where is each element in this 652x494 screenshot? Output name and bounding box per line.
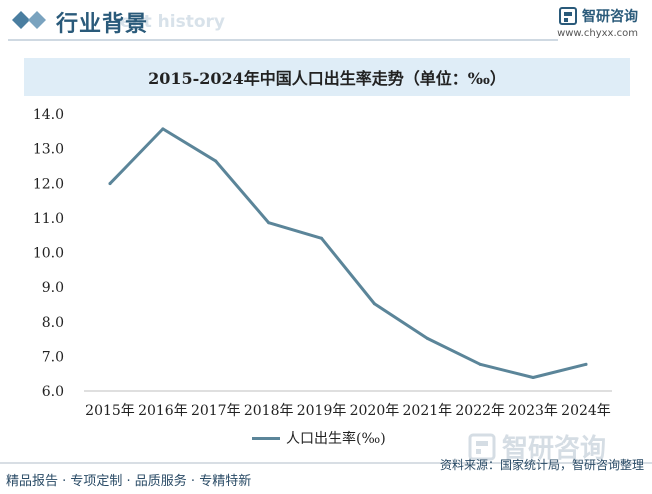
page-footer: 精品报告 · 专项定制 · 品质服务 · 专精特新 资料来源：国家统计局，智研咨… [0,458,652,494]
data-point [478,362,482,366]
chart-legend: 人口出生率(‰) [252,428,386,448]
brand-name: 智研咨询 [582,9,638,25]
header-divider [8,39,558,41]
data-point [531,375,535,379]
x-tick-label: 2021年 [403,403,453,419]
x-tick-label: 2015年 [85,403,135,419]
y-tick-label: 8.0 [42,315,64,331]
data-point [161,127,165,131]
chart-title-bar: 2015-2024年中国人口出生率走势（单位：‰） [24,58,630,96]
data-point [267,221,271,225]
data-point [425,336,429,340]
brand-url: www.chyxx.com [557,28,638,39]
y-tick-label: 9.0 [42,280,64,296]
y-tick-label: 10.0 [33,246,64,262]
y-tick-label: 7.0 [42,349,64,365]
chart-title: 2015-2024年中国人口出生率走势（单位：‰） [148,69,506,88]
watermark-logo: 智研咨询 [468,428,606,465]
series-line [108,127,588,379]
x-tick-label: 2024年 [561,403,611,419]
brand-logo: 智研咨询 www.chyxx.com [557,6,638,39]
data-point [584,362,588,366]
y-tick-label: 11.0 [33,211,64,227]
page-header: ent history 行业背景 智研咨询 www.chyxx.com [0,0,652,42]
x-tick-label: 2019年 [297,403,347,419]
footer-tagline: 精品报告 · 专项定制 · 品质服务 · 专精特新 [6,474,252,489]
x-tick-label: 2023年 [508,403,558,419]
header-bullets-icon [12,11,46,29]
x-tick-label: 2016年 [138,403,188,419]
x-tick-label: 2022年 [455,403,505,419]
data-point [320,236,324,240]
watermark-logo-text: 智研咨询 [502,434,607,464]
data-point [214,159,218,163]
footer-source: 资料来源：国家统计局，智研咨询整理 [439,458,644,472]
y-tick-label: 12.0 [33,176,64,192]
legend-label: 人口出生率(‰) [286,431,386,447]
x-tick-label: 2020年 [350,403,400,419]
brand-logo-icon [559,7,577,25]
y-tick-label: 6.0 [42,384,64,400]
page-title: 行业背景 [56,12,149,37]
data-point [372,302,376,306]
y-tick-label: 13.0 [33,142,64,158]
x-tick-label: 2018年 [244,403,294,419]
data-point [108,182,112,186]
y-tick-label: 14.0 [33,107,64,123]
header-watermark: ent history [120,12,225,32]
legend-line-swatch [252,436,280,440]
watermark-logo-icon [468,433,496,460]
x-tick-label: 2017年 [191,403,241,419]
footer-divider [0,462,652,464]
